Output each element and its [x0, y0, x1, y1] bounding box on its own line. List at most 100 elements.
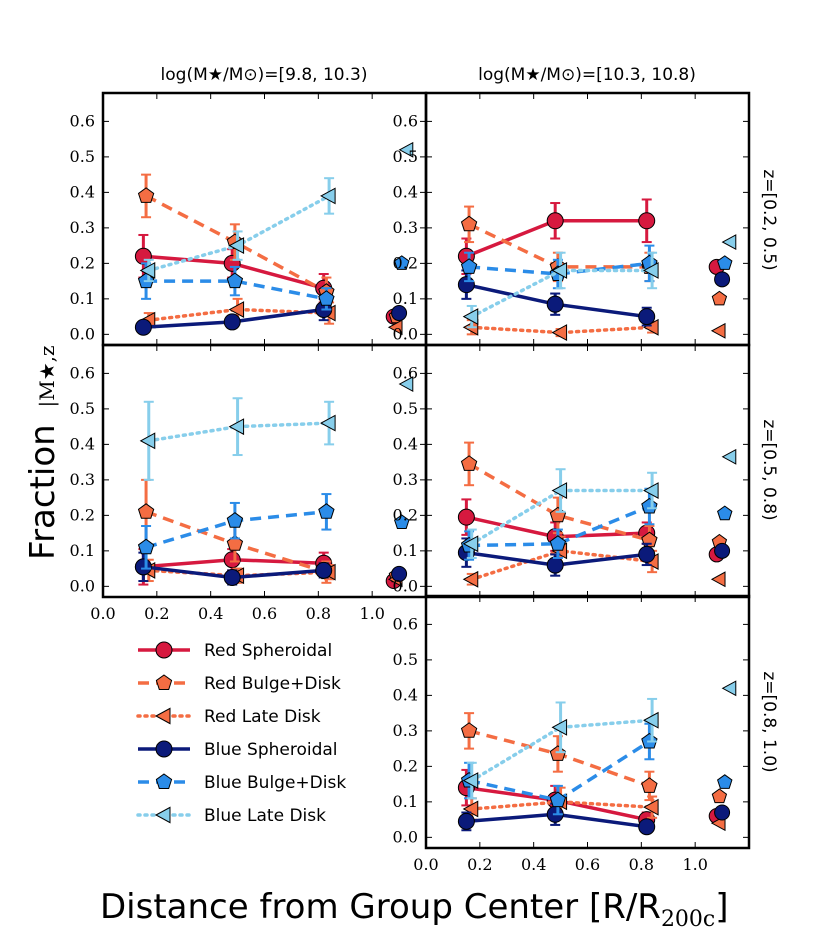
series-blue-spheroidal	[134, 551, 408, 586]
field-point	[717, 505, 733, 521]
legend-item: Red Late Disk	[136, 707, 321, 727]
field-point	[398, 141, 414, 158]
legend-label: Red Spheroidal	[204, 641, 332, 661]
field-point	[711, 788, 728, 804]
x-tick-label: 0.0	[413, 855, 438, 874]
series-red-spheroidal	[457, 498, 725, 563]
y-tick-label: 0.3	[70, 470, 95, 489]
y-tick-label: 0.0	[70, 576, 95, 595]
data-point	[638, 545, 656, 563]
data-point	[641, 777, 658, 793]
legend-item: Blue Spheroidal	[138, 740, 338, 760]
data-point	[228, 418, 245, 436]
data-point	[551, 324, 568, 342]
y-tick-label: 0.1	[70, 289, 95, 308]
panel-frame	[424, 343, 751, 599]
field-point	[721, 448, 737, 465]
series-blue-bulge-disk	[137, 493, 410, 570]
data-point	[228, 301, 245, 318]
x-axis-label: Distance from Group Center [R/R200c]	[100, 887, 729, 932]
field-point	[387, 319, 403, 336]
legend-marker	[155, 773, 173, 789]
data-point	[549, 791, 567, 808]
y-tick-label: 0.4	[393, 685, 418, 704]
data-point	[546, 212, 564, 230]
data-point	[462, 772, 479, 790]
data-point	[643, 482, 659, 499]
field-point	[714, 804, 731, 821]
panel-r1-c0: 0.0 0.1 0.2 0.3 0.4 0.5 0.6 0.0 0.2 0.4 0.6 0.8 1.0	[70, 343, 428, 623]
data-point	[462, 535, 479, 553]
y-tick-label: 0.3	[70, 218, 95, 237]
data-point	[318, 503, 335, 519]
column-title-mass-low: log(M★/M⊙)=[9.8, 10.3)	[161, 65, 368, 85]
series-line	[146, 279, 327, 301]
data-point	[462, 570, 479, 588]
legend-marker	[155, 674, 173, 690]
legend: Red Spheroidal Red Bulge+Disk Red Late Dis…	[136, 641, 346, 826]
data-point	[226, 272, 244, 289]
y-axis-label-main: Fraction	[23, 424, 63, 560]
series-blue-late-disk	[462, 234, 737, 329]
legend-item: Blue Late Disk	[136, 806, 326, 826]
y-tick-label: 0.4	[70, 182, 95, 201]
row-label-z-high: z=[0.8, 1.0)	[759, 671, 779, 772]
series-line	[470, 325, 654, 335]
data-point	[137, 538, 155, 555]
data-point	[551, 482, 568, 499]
data-point	[643, 711, 659, 729]
panel-r1-c1: 0.0 0.1 0.2 0.3 0.4 0.5 0.6	[393, 343, 751, 599]
data-point	[638, 212, 656, 230]
y-tick-label: 0.5	[393, 399, 418, 418]
series-line	[468, 462, 650, 542]
data-point	[546, 295, 564, 313]
data-point	[139, 262, 156, 279]
legend-item: Red Spheroidal	[138, 641, 332, 661]
field-point	[710, 322, 726, 339]
data-point	[315, 561, 333, 579]
field-point	[714, 271, 731, 288]
x-tick-label: 0.8	[629, 855, 654, 874]
legend-label: Blue Bulge+Disk	[204, 773, 346, 793]
y-tick-label: 0.0	[393, 576, 418, 595]
field-point	[394, 255, 410, 270]
data-point	[223, 568, 241, 586]
row-label-z-mid: z=[0.5, 0.8)	[759, 419, 779, 520]
series-red-late-disk	[462, 318, 726, 342]
data-point	[139, 432, 156, 450]
series-line	[468, 261, 650, 276]
data-point	[320, 187, 336, 205]
data-point	[223, 551, 241, 569]
legend-marker	[154, 707, 171, 725]
panel-r0-c1: 0.0 0.1 0.2 0.3 0.4 0.5 0.6	[393, 91, 751, 347]
y-tick-label: 0.0	[393, 827, 418, 846]
y-tick-label: 0.3	[393, 470, 418, 489]
field-point	[398, 376, 414, 393]
data-point	[546, 556, 564, 574]
series-blue-spheroidal	[457, 537, 731, 577]
data-point	[460, 258, 478, 274]
field-point	[394, 514, 410, 529]
data-point	[643, 262, 659, 279]
series-red-bulge-disk	[137, 478, 405, 584]
data-point	[457, 276, 475, 294]
field-point	[714, 542, 731, 559]
legend-item: Red Bulge+Disk	[138, 674, 341, 694]
x-tick-label: 0.4	[198, 604, 223, 623]
y-tick-label: 0.5	[393, 650, 418, 669]
y-tick-label: 0.2	[393, 756, 418, 775]
y-tick-label: 0.6	[393, 363, 418, 382]
series-blue-late-disk	[139, 141, 414, 283]
data-point	[137, 187, 155, 203]
data-point	[460, 455, 478, 471]
field-point	[391, 565, 408, 582]
legend-label: Blue Late Disk	[204, 806, 326, 826]
y-tick-label: 0.6	[393, 614, 418, 633]
legend-label: Red Late Disk	[204, 707, 321, 727]
x-tick-label: 1.0	[359, 604, 384, 623]
series-red-bulge-disk	[460, 712, 728, 804]
data-point	[134, 558, 152, 576]
field-point	[717, 255, 733, 270]
series-red-bulge-disk	[137, 173, 405, 324]
